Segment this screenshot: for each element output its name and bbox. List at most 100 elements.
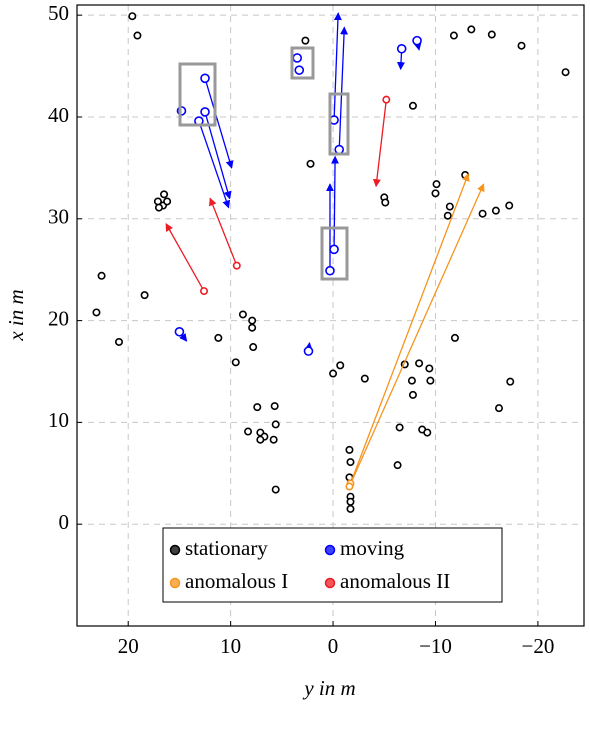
arrow	[209, 197, 238, 266]
point	[301, 36, 310, 45]
point	[382, 95, 391, 104]
y-tick-label: 0	[59, 510, 70, 534]
point	[325, 265, 335, 276]
point	[425, 364, 434, 373]
arrow	[165, 223, 205, 292]
point	[505, 201, 514, 210]
point	[231, 358, 240, 367]
point	[345, 445, 354, 454]
point	[256, 435, 265, 444]
x-tick-label: −20	[521, 634, 554, 658]
point	[163, 197, 172, 206]
plot-frame	[76, 4, 585, 627]
point	[200, 287, 209, 296]
legend-marker	[324, 544, 336, 556]
legend-marker	[169, 577, 181, 589]
legend-label: anomalous II	[340, 569, 450, 593]
point	[517, 41, 526, 50]
y-tick-label: 10	[48, 408, 69, 432]
point	[423, 428, 432, 437]
point	[396, 43, 407, 54]
point	[467, 25, 476, 34]
point	[412, 35, 422, 46]
point	[160, 190, 169, 199]
point	[346, 497, 355, 506]
arrow	[338, 26, 349, 150]
y-axis-title: x in m	[4, 289, 28, 341]
point	[431, 189, 440, 198]
point	[270, 402, 279, 411]
point	[334, 144, 345, 155]
point	[232, 261, 241, 270]
legend-label: moving	[340, 536, 405, 560]
point	[407, 376, 416, 385]
point	[346, 504, 355, 513]
point	[415, 359, 424, 368]
y-tick-label: 40	[48, 103, 69, 127]
point	[200, 73, 210, 84]
point	[114, 337, 123, 346]
point	[360, 374, 369, 383]
point	[561, 68, 570, 77]
point	[253, 403, 262, 412]
point	[381, 198, 390, 207]
legend-label: anomalous I	[185, 569, 288, 593]
point	[432, 180, 441, 189]
point	[393, 461, 402, 470]
point	[214, 333, 223, 342]
arrow	[204, 78, 234, 169]
point	[408, 390, 417, 399]
point	[345, 482, 354, 491]
point	[445, 202, 454, 211]
point	[487, 30, 496, 39]
point	[449, 31, 458, 40]
point	[154, 203, 163, 212]
legend-box	[162, 527, 503, 603]
point	[248, 316, 257, 325]
point	[97, 271, 106, 280]
point	[174, 326, 185, 337]
legend-label: stationary	[185, 536, 268, 560]
point	[450, 333, 459, 342]
arrow	[331, 155, 340, 250]
y-tick-label: 30	[48, 205, 69, 229]
y-tick-label: 20	[48, 306, 69, 330]
arrow	[349, 173, 470, 484]
arrow	[333, 12, 342, 121]
point	[200, 107, 210, 117]
point	[303, 346, 314, 356]
x-tick-label: 0	[328, 634, 339, 658]
point	[329, 244, 339, 255]
point	[426, 376, 435, 385]
legend-marker	[324, 577, 336, 589]
point	[271, 420, 280, 429]
point	[269, 435, 278, 444]
x-axis-title: y in m	[302, 676, 355, 700]
point	[238, 310, 247, 319]
arrow	[348, 183, 485, 487]
point	[506, 377, 515, 386]
x-tick-label: −10	[419, 634, 452, 658]
point	[336, 361, 345, 370]
point	[92, 308, 101, 317]
point	[408, 101, 417, 110]
point	[294, 65, 305, 75]
point	[346, 458, 355, 467]
point	[249, 343, 258, 352]
point	[133, 31, 142, 40]
legend-marker	[169, 544, 181, 556]
point	[140, 291, 149, 300]
point	[128, 12, 137, 21]
point	[306, 159, 315, 168]
arrow	[198, 120, 231, 209]
highlight-boxes	[178, 46, 350, 281]
point	[443, 211, 452, 220]
x-tick-label: 10	[220, 634, 241, 658]
point	[491, 206, 500, 215]
point	[494, 404, 503, 413]
y-tick-label: 50	[48, 1, 69, 25]
arrow	[372, 99, 387, 188]
point	[271, 485, 280, 494]
x-tick-label: 20	[118, 634, 139, 658]
